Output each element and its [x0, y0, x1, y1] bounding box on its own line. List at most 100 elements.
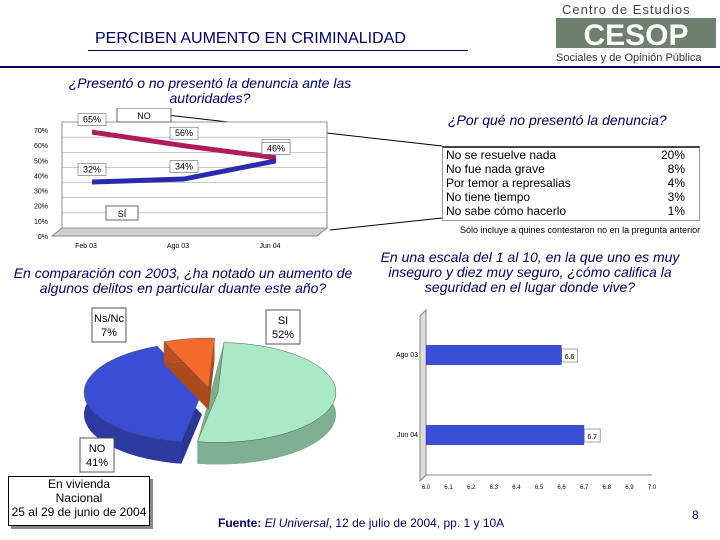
pie-label-box [79, 437, 115, 473]
x-tick-label: Jun 04 [259, 243, 280, 250]
question-por-que: ¿Por qué no presentó la denuncia? [448, 112, 667, 128]
seguridad-bar-chart: 6.0 6.1 6.2 6.3 6.4 6.5 6.6 6.7 6.8 6.9 7.0 Ago 03 6… [396, 308, 657, 491]
page-number: 8 [692, 508, 699, 522]
pie-label-value: 52% [272, 329, 294, 341]
pie-label-value: 7% [101, 327, 117, 339]
series-name-si: SÍ [118, 209, 127, 219]
series-name-box [116, 108, 172, 123]
bar [426, 345, 562, 365]
data-label-text: 46% [267, 143, 285, 153]
y-tick-label: 40% [34, 173, 48, 180]
series-name-no: NO [137, 111, 151, 121]
data-label-box [261, 142, 291, 155]
header-divider [0, 66, 720, 68]
source-rest: , 12 de julio de 2004, pp. 1 y 10A [328, 516, 505, 530]
y-tick-label: Jun 04 [397, 432, 418, 439]
bar-label-box [583, 428, 601, 443]
y-tick-label: 10% [34, 219, 48, 226]
svg-text:CESOP: CESOP [583, 19, 688, 52]
pie-label-name: Ns/Nc [94, 313, 124, 325]
plot-floor [50, 227, 329, 237]
reason-value: 3% [667, 190, 685, 204]
data-label-text: 34% [175, 162, 193, 172]
pie-slice-nsnc [163, 337, 215, 389]
reason-value: 8% [667, 162, 685, 176]
x-tick-label: 6.7 [580, 485, 589, 491]
question-denuncia: ¿Presentó o no presentó la denuncia ante… [68, 75, 352, 106]
source-outlet: El Universal [264, 516, 329, 530]
y-tick-label: 30% [34, 189, 48, 196]
bar-label: 6.7 [587, 434, 597, 441]
y-tick-label: 60% [34, 143, 48, 150]
x-tick-label: 6.4 [512, 485, 521, 491]
pie-slice-si [196, 342, 337, 443]
y-tick-label: 50% [34, 158, 48, 165]
question-seguridad: En una escala del 1 al 10, en la que uno… [380, 249, 680, 295]
svg-text:Centro de Estudios: Centro de Estudios [562, 2, 691, 17]
x-tick-label: 6.8 [603, 485, 612, 491]
reason-value: 4% [667, 176, 685, 190]
bar [426, 425, 585, 445]
plot-wall [419, 308, 427, 483]
reason-row: Por temor a represalias 4% [443, 176, 699, 190]
source-note: Fuente: El Universal, 12 de julio de 200… [218, 516, 504, 530]
sample-note-line3: 25 al 29 de junio de 2004 [11, 505, 147, 519]
data-label-text: 65% [83, 115, 101, 125]
data-label-box [77, 113, 107, 126]
reason-row: No sabe cómo hacerlo 1% [443, 204, 699, 218]
series-line-no [92, 129, 276, 161]
source-prefix: Fuente: [218, 516, 262, 530]
series-name-box [105, 205, 139, 221]
data-label-box [169, 126, 199, 140]
reason-value: 20% [660, 148, 685, 162]
reason-row: No fue nada grave 8% [443, 162, 699, 176]
reason-label: No se resuelve nada [446, 148, 557, 162]
pie-label: NO 41% [79, 437, 115, 473]
data-label: 34% [169, 160, 199, 173]
x-tick-label: 6.5 [535, 485, 544, 491]
x-tick-label: 6.1 [444, 485, 453, 491]
data-label: 65% [77, 113, 107, 126]
pie-label-name: SI [278, 315, 288, 327]
x-tick-label: 6.0 [422, 485, 431, 491]
x-tick-label: Ago 03 [167, 243, 189, 250]
x-tick-label: 6.2 [467, 485, 476, 491]
x-tick-label: 6.9 [625, 485, 634, 491]
data-label: 32% [77, 163, 107, 176]
cesop-logo: Centro de Estudios CESOP Sociales y de O… [556, 2, 716, 64]
y-tick-label: 70% [34, 128, 48, 135]
y-tick-label: Ago 03 [396, 352, 418, 359]
reason-label: No fue nada grave [446, 162, 545, 176]
reasons-table: No se resuelve nada 20% No fue nada grave 8… [442, 146, 700, 221]
x-tick-label: 6.3 [490, 485, 499, 491]
denuncia-line-chart: 0% 10% 20% 30% 40% 50% 60% 70% Feb 03 Ago 03 Jun 0… [34, 108, 329, 250]
aumento-pie-chart: SI 52% NO 41% Ns/Nc 7% [79, 307, 337, 473]
reason-row: No tiene tiempo 3% [443, 190, 699, 204]
pie-label: Ns/Nc 7% [91, 307, 127, 343]
pie-label-value: 41% [86, 457, 108, 469]
data-label: 46% [261, 142, 291, 155]
x-tick-label: 6.6 [557, 485, 566, 491]
sample-note-line2: Nacional [55, 491, 103, 505]
data-label-box [77, 163, 107, 176]
x-tick-label: Feb 03 [75, 243, 97, 250]
title-underline [88, 50, 468, 51]
bar-label: 6.6 [565, 354, 575, 361]
sample-note: En vivienda Nacional 25 al 29 de junio d… [8, 476, 150, 526]
series-line-sí [92, 158, 276, 185]
reason-value: 1% [667, 204, 685, 218]
y-tick-label: 20% [34, 204, 48, 211]
reason-label: No tiene tiempo [446, 190, 531, 204]
page-title: PERCIBEN AUMENTO EN CRIMINALIDAD [95, 30, 406, 47]
data-label: 56% [169, 126, 199, 140]
pie-label-name: NO [89, 443, 106, 455]
bar-label-box [561, 348, 578, 363]
pie-label-box [265, 309, 301, 345]
question-aumento-delitos: En comparación con 2003, ¿ha notado un a… [13, 265, 353, 296]
svg-text:Sociales y de Opinión Pública: Sociales y de Opinión Pública [556, 52, 702, 64]
data-label-box [169, 160, 199, 173]
x-tick-label: 7.0 [648, 485, 657, 491]
reason-label: Por temor a represalias [446, 176, 571, 190]
data-label-text: 56% [175, 128, 193, 138]
data-label-text: 32% [83, 165, 101, 175]
